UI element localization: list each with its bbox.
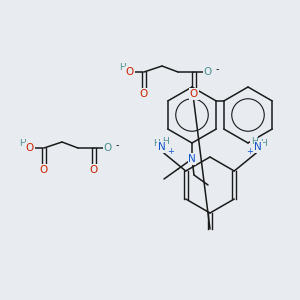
Text: O: O	[90, 165, 98, 175]
Text: N: N	[158, 142, 166, 152]
Text: N: N	[188, 154, 196, 164]
Text: H: H	[260, 140, 267, 148]
Text: O: O	[140, 89, 148, 99]
Text: -: -	[215, 64, 219, 74]
Text: H: H	[162, 136, 169, 146]
Text: O: O	[104, 143, 112, 153]
Text: +: +	[167, 146, 174, 155]
Text: H: H	[19, 139, 26, 148]
Text: H: H	[118, 62, 125, 71]
Text: O: O	[190, 89, 198, 99]
Text: O: O	[40, 165, 48, 175]
Text: -: -	[115, 140, 119, 150]
Text: H: H	[251, 136, 258, 146]
Text: O: O	[126, 67, 134, 77]
Text: N: N	[254, 142, 262, 152]
Text: O: O	[204, 67, 212, 77]
Text: +: +	[246, 146, 253, 155]
Text: H: H	[153, 140, 160, 148]
Text: O: O	[26, 143, 34, 153]
